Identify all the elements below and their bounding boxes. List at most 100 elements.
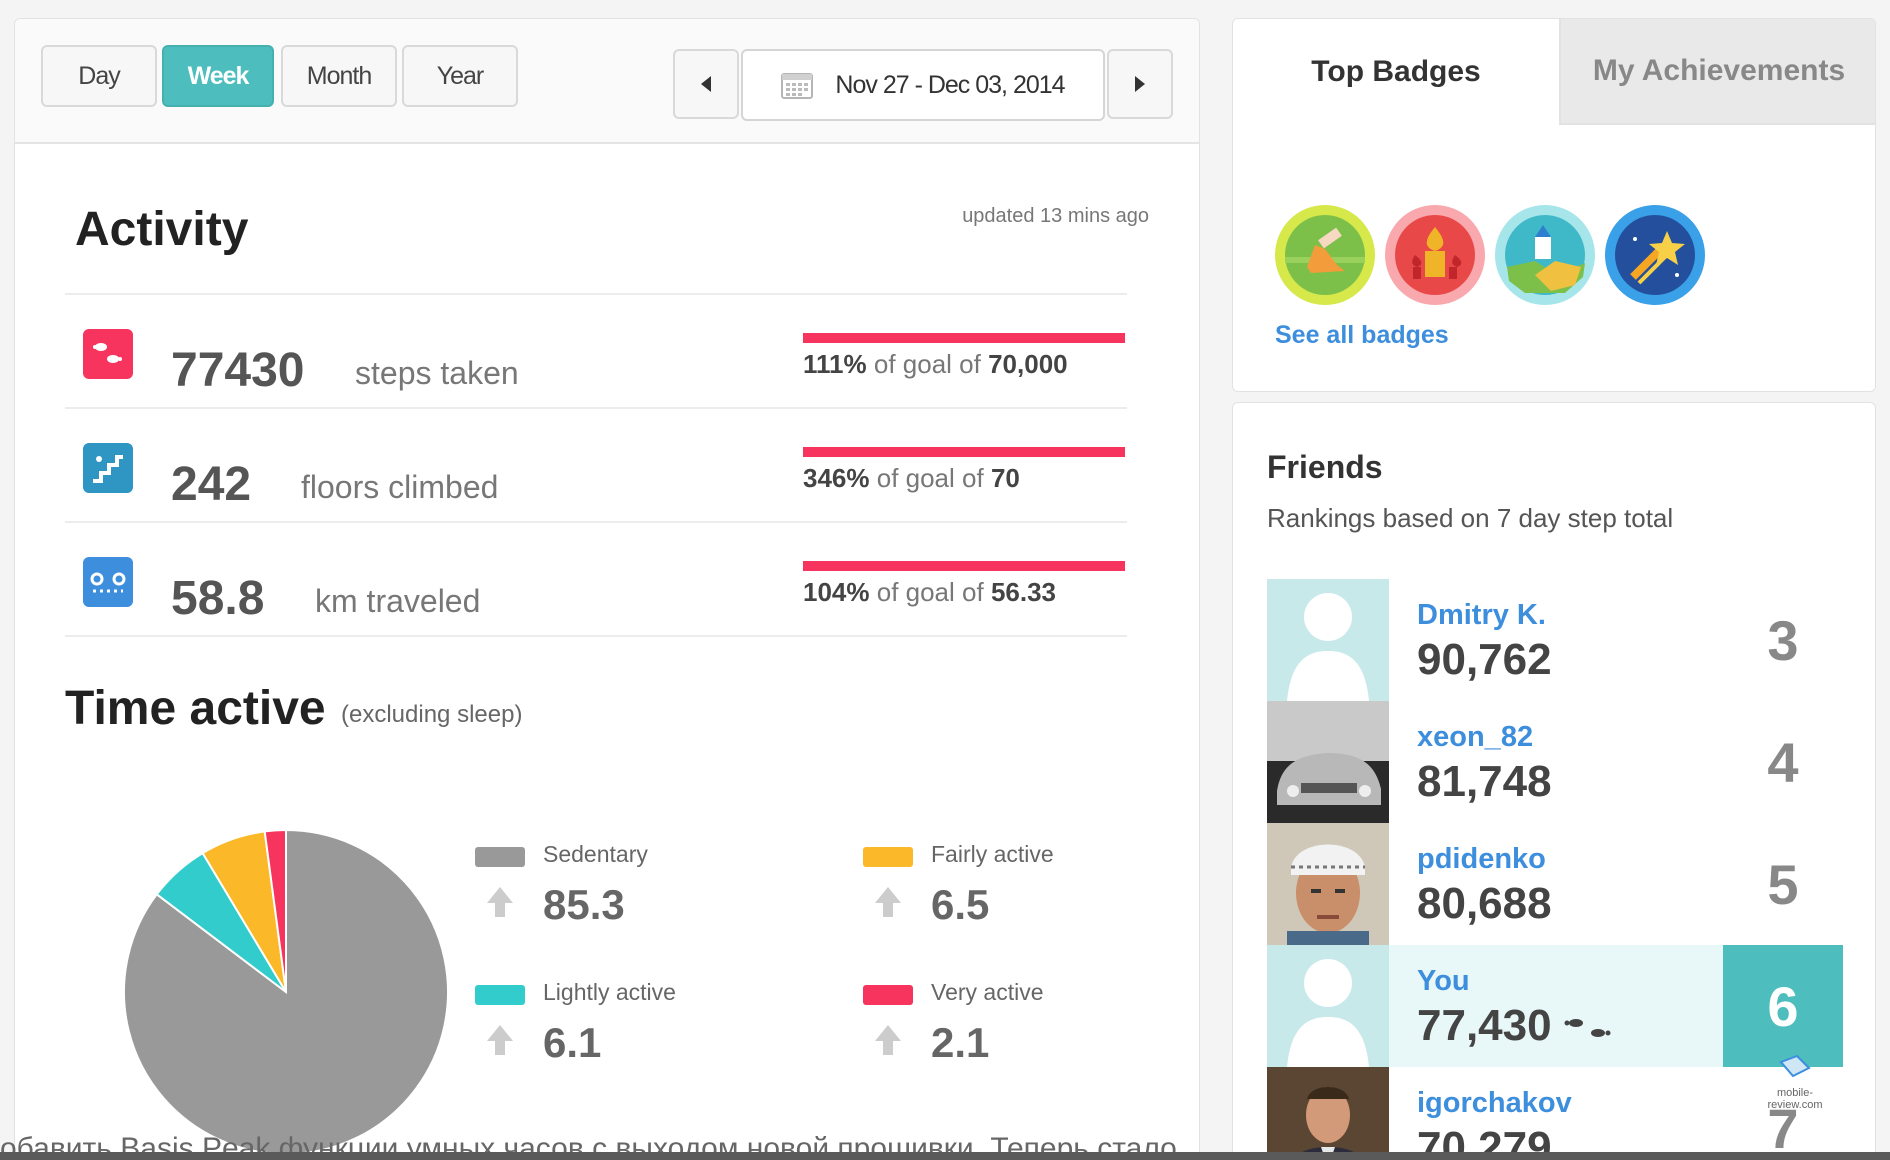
legend-label: Fairly active [931, 841, 1054, 867]
friend-steps: 80,688 [1417, 879, 1552, 928]
legend-label: Sedentary [543, 841, 648, 867]
distance-goal-bar [803, 561, 1125, 571]
chevron-right-icon [1135, 76, 1145, 92]
floors-value: 242 [171, 458, 252, 511]
legend-value: 85.3 [543, 881, 625, 928]
chevron-left-icon [701, 76, 711, 92]
floors-goal-bar [803, 447, 1125, 457]
legend-very-active: Very active 2.1 [863, 979, 1183, 1079]
period-week-button[interactable]: Week [162, 45, 274, 107]
watermark-logo: mobile-review.com [1750, 1052, 1840, 1111]
updated-timestamp: updated 13 mins ago [962, 205, 1149, 227]
next-period-button[interactable] [1107, 49, 1173, 119]
friend-steps: 90,762 [1417, 635, 1552, 684]
distance-icon [83, 557, 133, 607]
see-all-badges-link[interactable]: See all badges [1275, 321, 1449, 349]
legend-swatch [863, 847, 913, 867]
avatar [1267, 945, 1389, 1067]
time-active-title: Time active [65, 682, 326, 735]
activity-panel: Day Week Month Year Nov 27 - Dec 03, 201… [14, 18, 1200, 1160]
arrow-up-icon [875, 1025, 901, 1055]
floors-goal-text: 346% of goal of 70 [803, 463, 1020, 493]
pie-slice-very-active [263, 828, 287, 993]
avatar [1267, 823, 1389, 945]
floors-icon [83, 443, 133, 493]
arrow-up-icon [487, 1025, 513, 1055]
avatar [1267, 701, 1389, 823]
castle-badge-icon[interactable] [1495, 205, 1595, 305]
legend-swatch [863, 985, 913, 1005]
divider [65, 635, 1127, 637]
friend-name[interactable]: xeon_82 [1417, 721, 1534, 753]
badges-panel: Top Badges My Achievements See all badge… [1232, 18, 1876, 392]
legend-fairly-active: Fairly active 6.5 [863, 841, 1183, 941]
divider [65, 293, 1127, 295]
distance-value: 58.8 [171, 572, 265, 625]
legend-label: Very active [931, 979, 1044, 1005]
friend-rank: 5 [1767, 852, 1799, 916]
period-toolbar: Day Week Month Year Nov 27 - Dec 03, 201… [15, 19, 1199, 144]
walking-shoe-badge-icon[interactable] [1275, 205, 1375, 305]
period-day-button[interactable]: Day [41, 45, 157, 107]
date-range-picker[interactable]: Nov 27 - Dec 03, 2014 [741, 49, 1105, 121]
friend-row[interactable]: Dmitry K. 90,762 3 [1267, 579, 1843, 701]
period-year-button[interactable]: Year [402, 45, 518, 107]
legend-value: 2.1 [931, 1019, 990, 1066]
floors-label: floors climbed [301, 469, 499, 505]
period-month-button[interactable]: Month [281, 45, 397, 107]
friend-row-you[interactable]: You 77,430 6 [1267, 945, 1843, 1067]
friend-name[interactable]: You [1417, 965, 1470, 997]
legend-swatch [475, 985, 525, 1005]
avatar [1267, 1067, 1389, 1160]
friend-name[interactable]: Dmitry K. [1417, 599, 1546, 631]
distance-label: km traveled [315, 583, 481, 619]
time-active-subtitle: (excluding sleep) [341, 701, 523, 728]
friend-rank: 6 [1723, 945, 1843, 1067]
date-range-label: Nov 27 - Dec 03, 2014 [835, 70, 1065, 99]
stat-row-steps: 77430 steps taken 111% of goal of 70,000 [65, 307, 1127, 419]
calendar-icon [781, 71, 814, 99]
friend-rank: 7 [1767, 1096, 1799, 1160]
tab-my-achievements[interactable]: My Achievements [1559, 19, 1875, 125]
activity-title: Activity [75, 203, 249, 256]
avatar [1267, 579, 1389, 701]
friend-name[interactable]: pdidenko [1417, 843, 1546, 875]
previous-period-button[interactable] [673, 49, 739, 119]
legend-label: Lightly active [543, 979, 676, 1005]
stat-row-floors: 242 floors climbed 346% of goal of 70 [65, 421, 1127, 533]
friend-row[interactable]: pdidenko 80,688 5 [1267, 823, 1843, 945]
friends-subtitle: Rankings based on 7 day step total [1267, 503, 1674, 533]
friend-rank: 3 [1767, 608, 1799, 672]
bottom-strip [0, 1152, 1890, 1160]
time-active-pie-chart [123, 828, 449, 1155]
friend-steps: 77,430 [1417, 1001, 1612, 1051]
legend-lightly-active: Lightly active 6.1 [475, 979, 795, 1079]
steps-goal-bar [803, 333, 1125, 343]
friends-title: Friends [1267, 449, 1383, 485]
legend-value: 6.1 [543, 1019, 602, 1066]
steps-goal-text: 111% of goal of 70,000 [803, 349, 1068, 379]
legend-swatch [475, 847, 525, 867]
steps-value: 77430 [171, 344, 305, 397]
friends-panel: Friends Rankings based on 7 day step tot… [1232, 402, 1876, 1160]
footsteps-icon [1564, 1019, 1611, 1038]
friend-rank: 4 [1767, 730, 1799, 794]
shooting-star-badge-icon[interactable] [1605, 205, 1705, 305]
friend-name[interactable]: igorchakov [1417, 1087, 1572, 1119]
arrow-up-icon [487, 887, 513, 917]
steps-icon [83, 329, 133, 379]
divider [65, 521, 1127, 523]
legend-value: 6.5 [931, 881, 990, 928]
cathedral-badge-icon[interactable] [1385, 205, 1485, 305]
arrow-up-icon [875, 887, 901, 917]
friend-row[interactable]: igorchakov 70,279 7 [1267, 1067, 1843, 1160]
stat-row-distance: 58.8 km traveled 104% of goal of 56.33 [65, 535, 1127, 647]
divider [65, 407, 1127, 409]
steps-label: steps taken [355, 355, 519, 391]
distance-goal-text: 104% of goal of 56.33 [803, 577, 1057, 607]
tab-top-badges[interactable]: Top Badges [1233, 19, 1559, 125]
friend-row[interactable]: xeon_82 81,748 4 [1267, 701, 1843, 823]
watermark-icon [1779, 1054, 1811, 1078]
friend-steps: 81,748 [1417, 757, 1552, 806]
watermark-text: mobile-review.com [1767, 1087, 1823, 1111]
